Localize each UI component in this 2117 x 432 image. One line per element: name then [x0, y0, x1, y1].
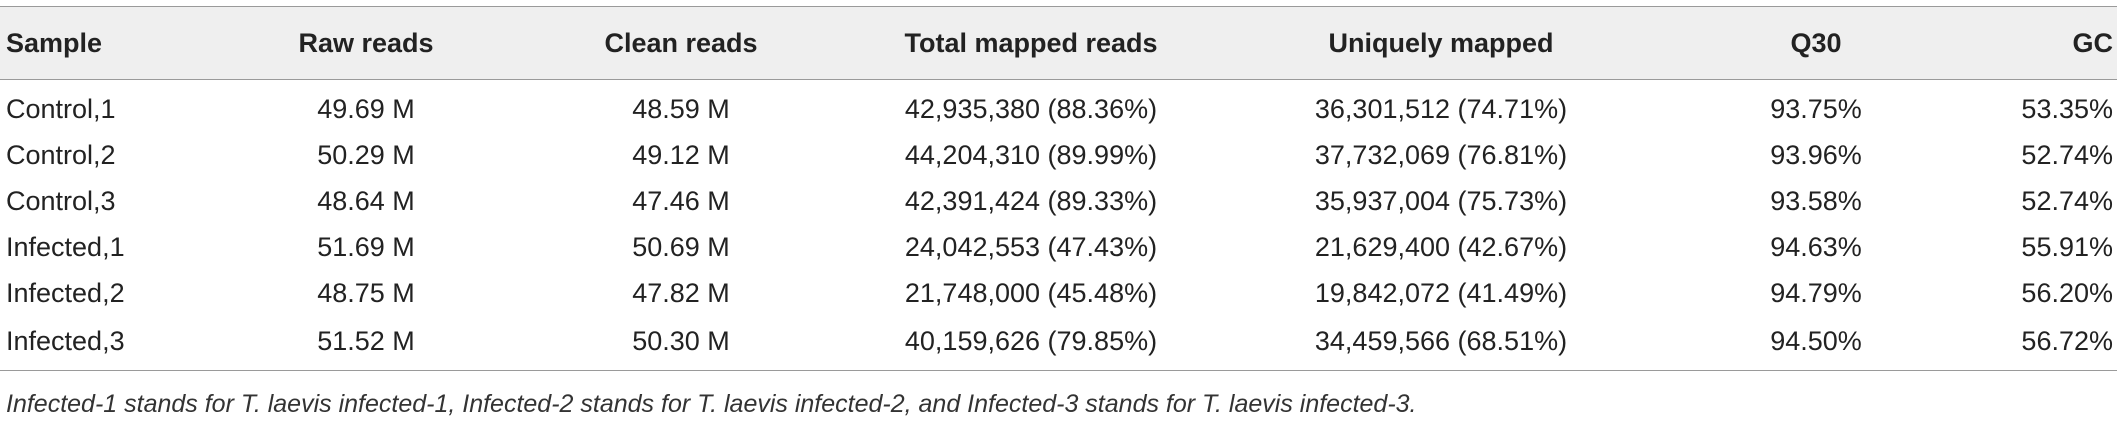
cell-q30: 94.63%	[1770, 231, 1862, 262]
cell-q30: 93.58%	[1770, 185, 1862, 216]
cell-uniquely-mapped: 34,459,566 (68.51%)	[1216, 316, 1666, 371]
table-row: Infected,1 51.69 M 50.69 M 24,042,553 (4…	[0, 224, 2117, 270]
table-row: Infected,3 51.52 M 50.30 M 40,159,626 (7…	[0, 316, 2117, 371]
header-q30: Q30	[1666, 6, 1966, 80]
cell-uniquely-mapped: 35,937,004 (75.73%)	[1314, 185, 1568, 216]
cell-raw-reads: 49.69 M	[317, 93, 415, 124]
cell-sample: Infected,3	[0, 316, 216, 371]
cell-clean-reads: 50.69 M	[632, 231, 730, 262]
header-total-mapped-reads: Total mapped reads	[846, 6, 1216, 80]
cell-sample: Infected,1	[6, 231, 125, 262]
cell-total-mapped: 40,159,626 (79.85%)	[846, 316, 1216, 371]
table-body: Control,1 49.69 M 48.59 M 42,935,380 (88…	[0, 80, 2117, 371]
cell-raw-reads: 48.64 M	[317, 185, 415, 216]
table-header: Sample Raw reads Clean reads Total mappe…	[0, 6, 2117, 80]
cell-gc: 56.72%	[1966, 316, 2117, 371]
table-row: Control,3 48.64 M 47.46 M 42,391,424 (89…	[0, 178, 2117, 224]
cell-total-mapped: 24,042,553 (47.43%)	[904, 231, 1158, 262]
cell-clean-reads: 49.12 M	[632, 139, 730, 170]
cell-raw-reads: 51.52 M	[216, 316, 516, 371]
cell-q30: 93.96%	[1770, 139, 1862, 170]
sequencing-stats-table: Sample Raw reads Clean reads Total mappe…	[0, 6, 2117, 371]
header-clean-reads: Clean reads	[516, 6, 846, 80]
cell-uniquely-mapped: 19,842,072 (41.49%)	[1314, 277, 1568, 308]
cell-clean-reads: 48.59 M	[632, 93, 730, 124]
header-uniquely-mapped: Uniquely mapped	[1216, 6, 1666, 80]
cell-uniquely-mapped: 36,301,512 (74.71%)	[1314, 93, 1568, 124]
cell-sample: Control,3	[6, 185, 116, 216]
cell-uniquely-mapped: 21,629,400 (42.67%)	[1314, 231, 1568, 262]
cell-sample: Control,2	[6, 139, 116, 170]
header-raw-reads: Raw reads	[216, 6, 516, 80]
cell-uniquely-mapped: 37,732,069 (76.81%)	[1314, 139, 1568, 170]
cell-total-mapped: 42,935,380 (88.36%)	[904, 93, 1158, 124]
cell-clean-reads: 47.82 M	[632, 277, 730, 308]
cell-raw-reads: 50.29 M	[317, 139, 415, 170]
cell-clean-reads: 50.30 M	[516, 316, 846, 371]
cell-q30: 94.50%	[1666, 316, 1966, 371]
cell-raw-reads: 51.69 M	[317, 231, 415, 262]
cell-raw-reads: 48.75 M	[317, 277, 415, 308]
cell-q30: 93.75%	[1770, 93, 1862, 124]
cell-q30: 94.79%	[1770, 277, 1862, 308]
header-row: Sample Raw reads Clean reads Total mappe…	[0, 6, 2117, 80]
cell-clean-reads: 47.46 M	[632, 185, 730, 216]
cell-gc: 56.20%	[2021, 277, 2113, 308]
table-row: Control,1 49.69 M 48.59 M 42,935,380 (88…	[0, 80, 2117, 133]
cell-total-mapped: 44,204,310 (89.99%)	[904, 139, 1158, 170]
header-sample: Sample	[0, 6, 216, 80]
cell-sample: Control,1	[6, 93, 116, 124]
table-row: Control,2 50.29 M 49.12 M 44,204,310 (89…	[0, 132, 2117, 178]
cell-gc: 55.91%	[2021, 231, 2113, 262]
cell-gc: 52.74%	[2021, 185, 2113, 216]
table-row: Infected,2 48.75 M 47.82 M 21,748,000 (4…	[0, 270, 2117, 316]
cell-total-mapped: 42,391,424 (89.33%)	[904, 185, 1158, 216]
cell-sample: Infected,2	[6, 277, 125, 308]
cell-gc: 53.35%	[2021, 93, 2113, 124]
header-gc: GC	[1966, 6, 2117, 80]
table-footnote: Infected-1 stands for T. laevis infected…	[6, 390, 1417, 418]
cell-gc: 52.74%	[2021, 139, 2113, 170]
cell-total-mapped: 21,748,000 (45.48%)	[904, 277, 1158, 308]
